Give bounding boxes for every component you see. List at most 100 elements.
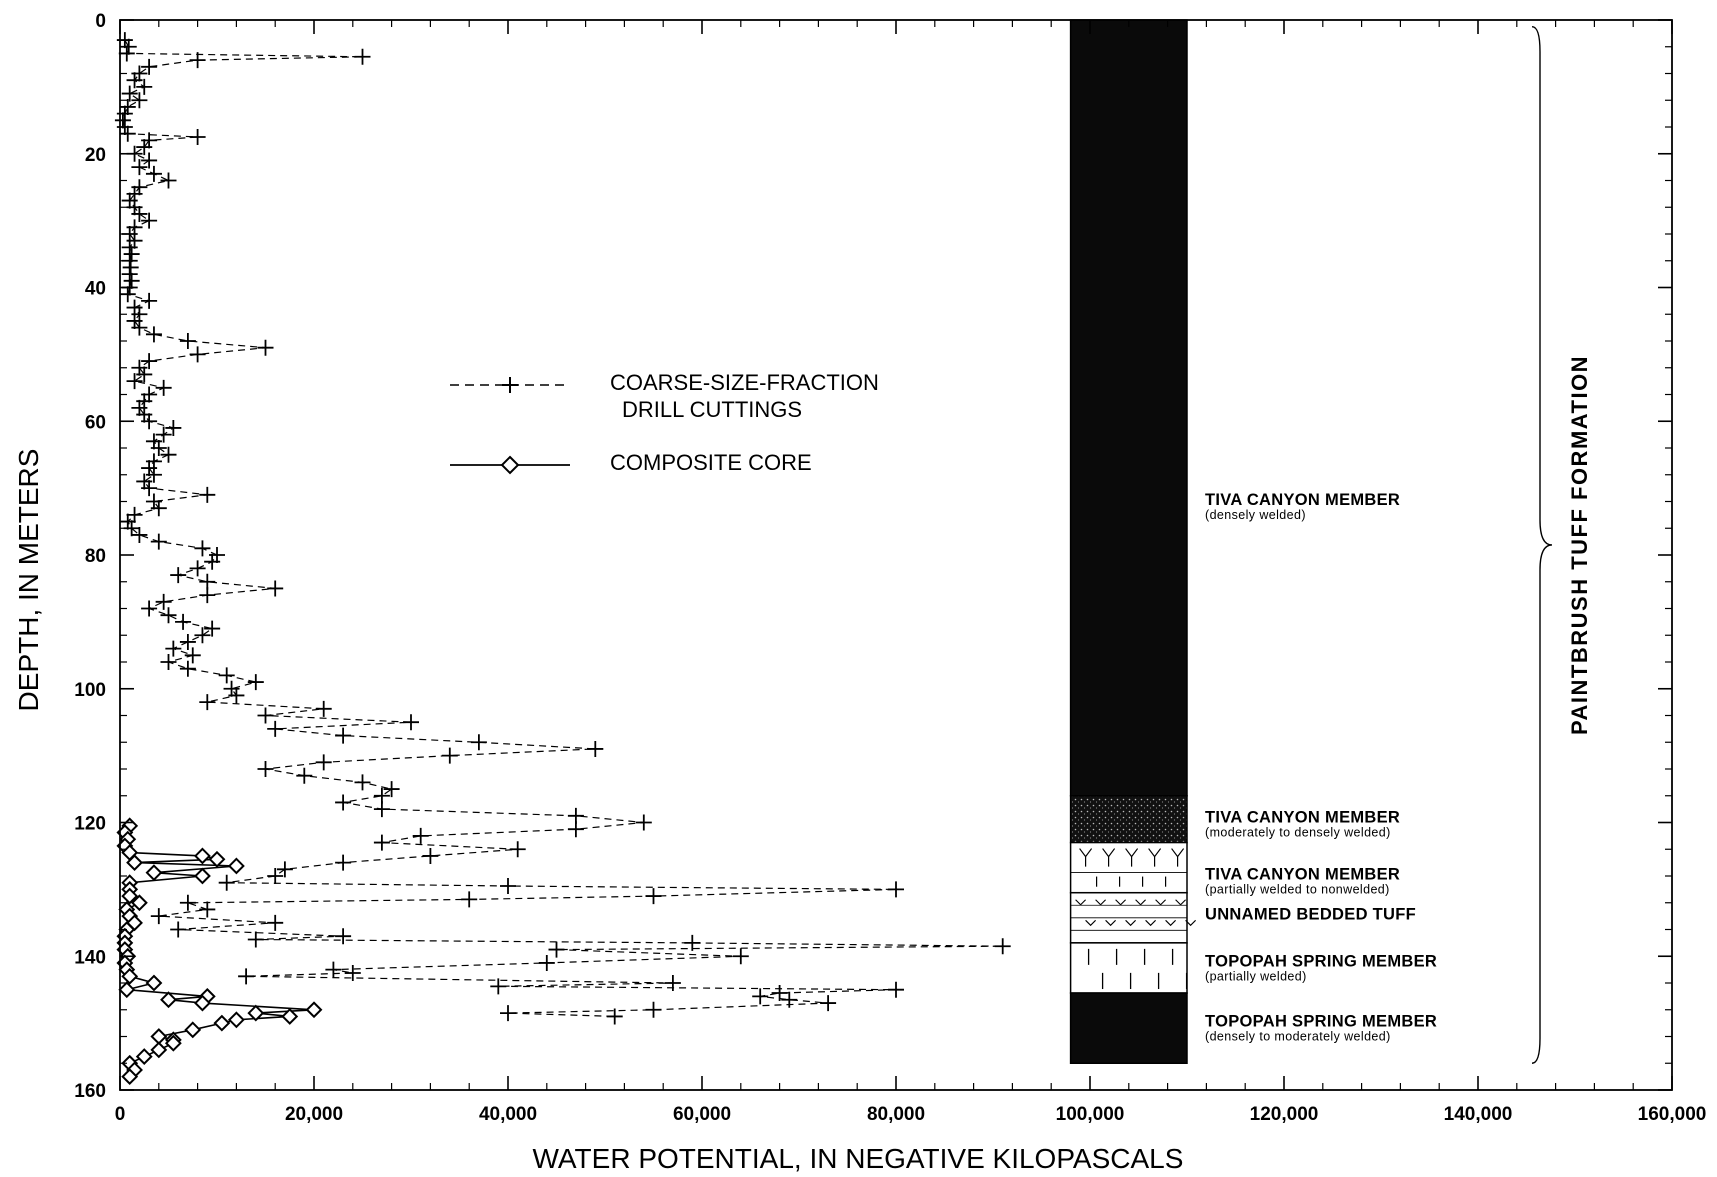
column-unit-5 — [1069, 992, 1188, 1064]
series-0-point-154 — [820, 995, 837, 1012]
series-0-point-141 — [994, 938, 1011, 955]
y-mark — [1125, 848, 1139, 867]
series-0-point-87 — [141, 600, 158, 617]
y-tick-label-0: 0 — [95, 11, 106, 32]
formation-label: PAINTBRUSH TUFF FORMATION — [1567, 355, 1592, 735]
legend-label-cuttings-line1: COARSE-SIZE-FRACTION — [610, 370, 879, 395]
series-0-point-74 — [119, 513, 136, 530]
series-0-point-15 — [119, 125, 136, 142]
series-0-point-33 — [121, 239, 138, 256]
series-0-point-76 — [131, 526, 148, 543]
series-0-point-126 — [276, 861, 293, 878]
series-0-point-125 — [335, 854, 352, 871]
x-tick-label-5: 100,000 — [1056, 1104, 1125, 1125]
series-0-point-156 — [500, 1005, 516, 1022]
series-0-point-101 — [199, 694, 216, 711]
series-1-point-9 — [145, 864, 163, 882]
series-0-point-7 — [126, 72, 143, 89]
series-1-point-8 — [227, 857, 245, 875]
column-unit-4-pattern — [1087, 948, 1188, 990]
series-0-point-91 — [194, 627, 211, 644]
series-0-point-142 — [548, 941, 565, 958]
y-mark — [1102, 848, 1116, 867]
series-0-point-122 — [373, 834, 390, 851]
x-tick-label-0: 0 — [115, 1104, 126, 1125]
series-0-point-148 — [664, 975, 681, 991]
data-series — [114, 32, 1011, 1086]
series-1-point-5 — [194, 847, 211, 865]
series-0-point-47 — [179, 333, 196, 349]
series-0-point-2 — [118, 45, 135, 62]
x-tick-label-1: 20,000 — [285, 1104, 343, 1125]
series-1-point-26 — [145, 974, 163, 992]
series-0-point-4 — [189, 52, 206, 69]
series-0-point-61 — [155, 426, 172, 443]
legend-marker-diamond — [500, 455, 520, 475]
series-0-point-149 — [490, 978, 507, 995]
series-0-point-152 — [752, 988, 769, 1005]
series-0-point-86 — [155, 593, 172, 610]
series-1-point-35 — [213, 1014, 231, 1032]
series-0-point-103 — [257, 707, 274, 724]
series-0-point-106 — [335, 727, 352, 744]
series-0-point-136 — [267, 914, 284, 931]
series-0-point-153 — [781, 991, 798, 1008]
series-0-point-96 — [179, 660, 196, 677]
series-0-point-8 — [136, 78, 153, 95]
series-0-point-82 — [170, 567, 187, 584]
series-0-point-132 — [461, 891, 478, 908]
series-0-point-80 — [204, 553, 221, 570]
series-0-point-78 — [194, 540, 211, 557]
series-0-point-109 — [441, 747, 458, 764]
v-mark — [1145, 919, 1156, 927]
series-0-point-157 — [606, 1008, 623, 1025]
series-0-point-13 — [114, 112, 131, 129]
series-0-point-105 — [267, 720, 284, 737]
series-0-point-131 — [645, 888, 662, 905]
series-0-point-50 — [141, 353, 158, 370]
v-mark — [1115, 899, 1126, 906]
series-0-point-41 — [141, 292, 158, 309]
x-tick-label-4: 80,000 — [867, 1104, 925, 1125]
series-0-point-145 — [325, 961, 342, 978]
series-0-point-133 — [179, 894, 196, 911]
series-0-point-10 — [131, 92, 148, 109]
series-0-line — [122, 39, 1003, 1017]
lithologic-column — [1069, 19, 1196, 1064]
series-0-point-130 — [888, 881, 904, 898]
series-0-point-40 — [119, 286, 136, 303]
v-mark — [1135, 899, 1146, 906]
series-0-point-3 — [354, 48, 371, 65]
series-0-point-90 — [204, 620, 221, 637]
y-tick-label-6: 120 — [74, 814, 106, 835]
v-mark — [1175, 899, 1186, 906]
series-0-point-129 — [500, 878, 516, 895]
legend-label-core: COMPOSITE CORE — [610, 450, 812, 475]
x-tick-label-7: 140,000 — [1444, 1104, 1513, 1125]
series-1-point-41 — [135, 1048, 153, 1065]
series-0-point-46 — [145, 326, 162, 343]
series-1-point-10 — [194, 867, 211, 885]
x-tick-label-2: 40,000 — [479, 1104, 537, 1125]
series-0-point-121 — [412, 827, 429, 844]
series-0-point-147 — [238, 968, 255, 985]
series-0-point-20 — [141, 152, 158, 169]
series-0-point-111 — [257, 761, 274, 777]
column-unit-2-pattern — [1070, 848, 1187, 887]
series-0-point-93 — [165, 640, 182, 657]
series-0-point-98 — [247, 674, 264, 691]
unit-label-2-description: (partially welded to nonwelded) — [1205, 882, 1390, 896]
v-mark — [1095, 899, 1106, 906]
series-0-point-100 — [228, 687, 245, 704]
series-0-point-139 — [247, 931, 264, 948]
series-0-point-22 — [145, 165, 162, 182]
series-0-point-60 — [165, 419, 182, 436]
series-0-point-135 — [150, 908, 167, 925]
series-0-point-114 — [383, 781, 400, 798]
y-tick-label-7: 140 — [74, 947, 106, 968]
y-tick-label-1: 20 — [85, 145, 106, 166]
series-0-point-108 — [587, 740, 604, 757]
column-unit-3-pattern — [1070, 899, 1196, 931]
v-mark — [1075, 899, 1086, 906]
series-0-point-72 — [150, 500, 167, 517]
